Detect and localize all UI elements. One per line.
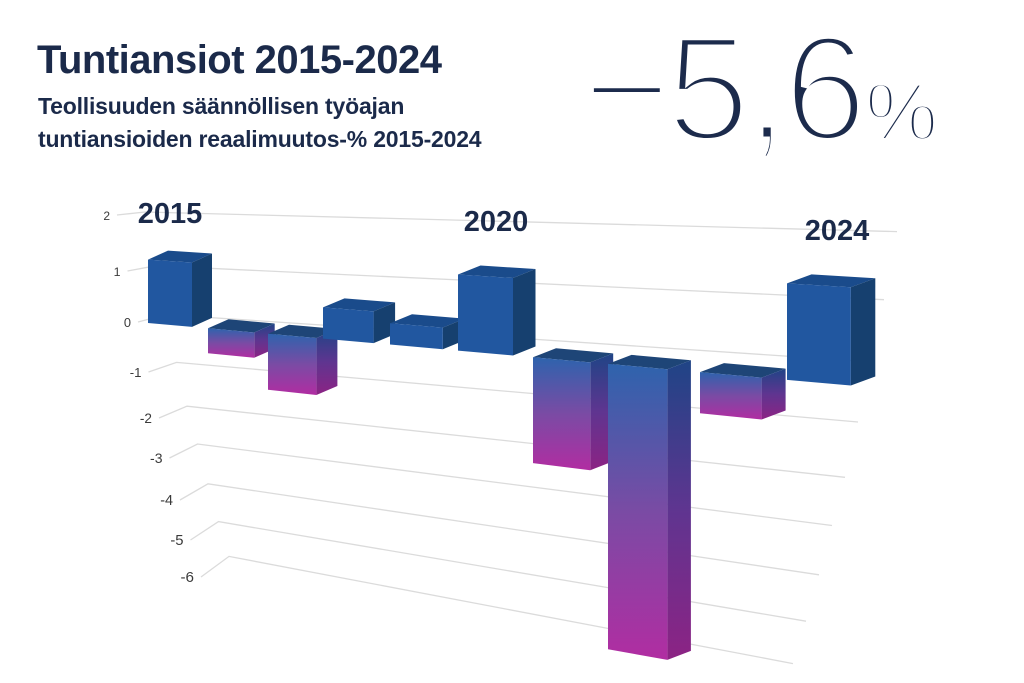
headline-value: −5,6	[579, 4, 870, 172]
bar-2022-side-face	[667, 360, 691, 660]
bar-2021-front-face	[533, 357, 591, 471]
page-title: Tuntiansiot 2015-2024	[37, 38, 442, 82]
bar-2024-side-face	[850, 278, 876, 386]
bar-2023	[700, 363, 786, 420]
y-axis-tick-label: -6	[180, 569, 194, 586]
y-axis-tick-label: -1	[130, 365, 142, 380]
bar-2021-side-face	[590, 353, 614, 471]
gridline	[169, 443, 833, 527]
bar-2023-side-face	[761, 368, 786, 420]
year-label-2015: 2015	[138, 198, 203, 230]
bar-2018-side-face	[373, 302, 396, 344]
bar-2021-top-face	[533, 348, 614, 363]
bar-2021	[533, 348, 614, 471]
bar-2019	[390, 314, 465, 350]
bar-2015-front-face	[148, 259, 192, 327]
bar-2024-top-face	[787, 274, 876, 288]
bar-2022-top-face	[608, 354, 691, 370]
bar-2018	[323, 298, 396, 344]
bar-2019-top-face	[390, 314, 465, 328]
bar-2016	[208, 319, 275, 358]
y-axis-tick-label: -4	[160, 493, 173, 509]
year-label-2020: 2020	[464, 206, 529, 238]
bar-2015-top-face	[148, 250, 212, 263]
bar-2019-front-face	[390, 323, 443, 350]
year-label-2024: 2024	[805, 215, 870, 247]
bar-2015-side-face	[192, 253, 212, 327]
bar-2023-top-face	[700, 363, 786, 378]
bar-2018-top-face	[323, 298, 396, 312]
bar-2017-front-face	[268, 333, 317, 395]
bar-2018-front-face	[323, 307, 374, 344]
bar-2016-top-face	[208, 319, 275, 333]
bar-2024	[787, 274, 876, 386]
bar-2015	[148, 250, 212, 327]
bar-2020-side-face	[513, 269, 536, 356]
gridline	[190, 520, 807, 622]
gridline	[116, 211, 898, 233]
bar-2016-front-face	[208, 328, 255, 358]
bar-2024-front-face	[787, 283, 851, 386]
bar-2017-side-face	[316, 329, 338, 395]
bar-2023-front-face	[700, 372, 762, 420]
chart-subtitle-line2: tuntiansioiden reaalimuutos-% 2015-2024	[38, 126, 482, 152]
bar-2017-top-face	[268, 324, 338, 338]
bar-2022-front-face	[608, 363, 668, 660]
bar-2020	[458, 265, 536, 356]
bar-layer	[148, 250, 876, 660]
bar-2020-top-face	[458, 265, 536, 278]
percent-sign: %	[863, 65, 940, 160]
gridline	[179, 483, 820, 576]
bar-2017	[268, 324, 338, 395]
year-label-layer: 2015 2020 2024	[138, 198, 870, 247]
y-axis-tick-label: 0	[124, 315, 131, 330]
y-axis-tick-label: 2	[103, 209, 110, 223]
bar-2020-front-face	[458, 274, 513, 356]
chart-subtitle-line1: Teollisuuden säännöllisen työajan	[38, 93, 405, 119]
headline-total-change: −5,6 %	[579, 4, 1013, 172]
gridline	[200, 555, 794, 665]
bar-2022	[608, 354, 691, 660]
y-axis-tick-label: 1	[114, 265, 121, 279]
y-axis-tick-label: -2	[140, 411, 152, 426]
y-axis-tick-label: -3	[150, 450, 163, 466]
chart-subtitle: Teollisuuden säännöllisen työajan tuntia…	[38, 90, 482, 156]
y-axis-tick-label: -5	[170, 533, 183, 549]
